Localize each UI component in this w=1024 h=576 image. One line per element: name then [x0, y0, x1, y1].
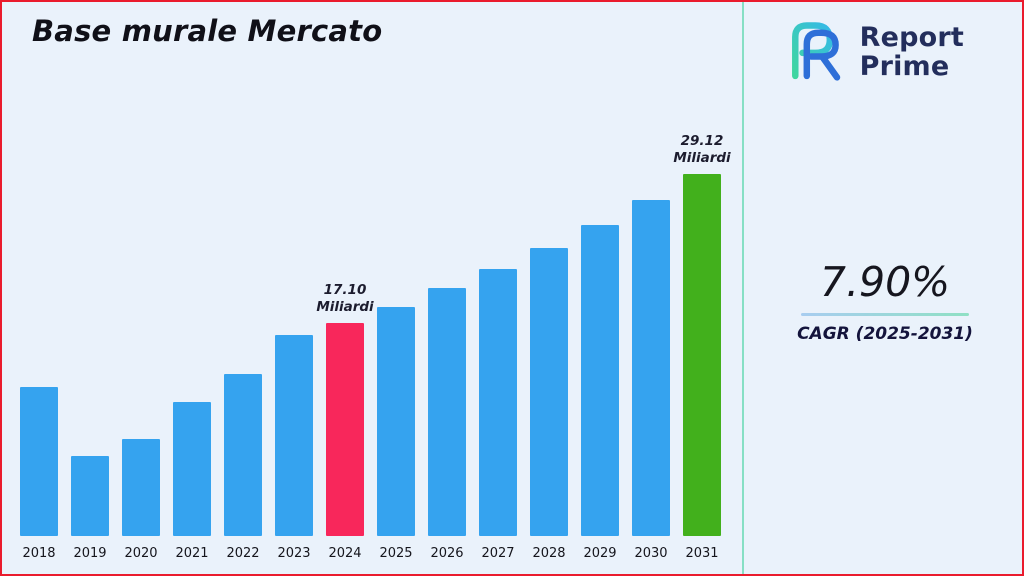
bar-chart: 2018 2019 2020 2021 2022 2023 17.10 Miliardi 202…: [20, 133, 731, 564]
page-title: Base murale Mercato: [32, 14, 383, 48]
bar-slot-2021: 2021: [173, 402, 211, 564]
bar-value-label-2031: 29.12 Miliardi: [673, 132, 731, 167]
x-axis-label-2028: 2028: [532, 546, 566, 561]
bars-row: 2018 2019 2020 2021 2022 2023 17.10 Miliardi 202…: [20, 133, 731, 564]
bar-slot-2020: 2020: [122, 439, 160, 564]
bar-2019: [71, 456, 109, 536]
bar-2024: [326, 323, 364, 536]
bar-slot-2022: 2022: [224, 374, 262, 564]
bar-value-label-2024: 17.10 Miliardi: [316, 281, 374, 316]
bar-2031: [683, 174, 721, 536]
bar-2018: [20, 387, 58, 536]
bar-slot-2029: 2029: [581, 225, 619, 564]
bar-2027: [479, 269, 517, 536]
vertical-divider: [742, 2, 744, 574]
bar-slot-2025: 2025: [377, 307, 415, 564]
bar-slot-2031: 29.12 Miliardi 2031: [673, 133, 730, 564]
bar-2023: [275, 335, 313, 536]
bar-2020: [122, 439, 160, 536]
x-axis-label-2024: 2024: [328, 546, 362, 561]
bar-slot-2023: 2023: [275, 335, 313, 564]
bar-slot-2026: 2026: [428, 288, 466, 564]
x-axis-label-2019: 2019: [73, 546, 107, 561]
logo-wordmark-line2: Prime: [859, 51, 950, 82]
logo-wordmark: Report Prime: [860, 23, 964, 81]
bar-2029: [581, 225, 619, 536]
report-prime-logo: Report Prime: [778, 14, 964, 90]
bar-2028: [530, 248, 568, 536]
bar-slot-2024: 17.10 Miliardi 2024: [316, 282, 373, 564]
bar-slot-2018: 2018: [20, 387, 58, 564]
x-axis-label-2025: 2025: [379, 546, 413, 561]
x-axis-label-2030: 2030: [634, 546, 668, 561]
x-axis-label-2023: 2023: [277, 546, 311, 561]
bar-slot-2030: 2030: [632, 200, 670, 564]
cagr-label: CAGR (2025-2031): [797, 324, 973, 344]
cagr-value: 7.90%: [819, 258, 951, 306]
logo-wordmark-line1: Report: [859, 21, 964, 53]
bar-2025: [377, 307, 415, 536]
bar-slot-2027: 2027: [479, 269, 517, 564]
bar-2021: [173, 402, 211, 536]
x-axis-label-2029: 2029: [583, 546, 617, 561]
x-axis-label-2027: 2027: [481, 546, 515, 561]
x-axis-label-2031: 2031: [685, 546, 719, 561]
bar-slot-2028: 2028: [530, 248, 568, 564]
bar-2030: [632, 200, 670, 536]
x-axis-label-2018: 2018: [22, 546, 56, 561]
cagr-underline: [801, 313, 969, 316]
bar-2022: [224, 374, 262, 536]
report-prime-logo-icon: [778, 14, 850, 90]
x-axis-label-2022: 2022: [226, 546, 260, 561]
x-axis-label-2026: 2026: [430, 546, 464, 561]
bar-2026: [428, 288, 466, 536]
x-axis-label-2021: 2021: [175, 546, 209, 561]
cagr-block: 7.90% CAGR (2025-2031): [760, 258, 1010, 344]
x-axis-label-2020: 2020: [124, 546, 158, 561]
bar-slot-2019: 2019: [71, 456, 109, 564]
